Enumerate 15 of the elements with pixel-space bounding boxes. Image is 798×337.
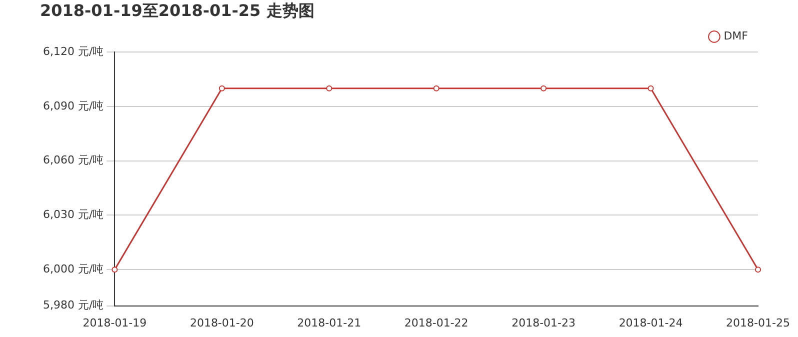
x-tick-label: 2018-01-19 [82, 316, 147, 330]
y-tick-label: 6,000 元/吨 [42, 262, 104, 276]
y-tick-label: 6,030 元/吨 [42, 208, 104, 222]
x-tick-label: 2018-01-23 [512, 316, 576, 330]
y-tick-label: 6,090 元/吨 [42, 99, 104, 112]
x-tick-label: 2018-01-25 [726, 316, 790, 330]
legend-label: DMF [724, 30, 748, 43]
y-tick-label: 5,980 元/吨 [42, 298, 104, 312]
y-tick-label: 6,060 元/吨 [42, 154, 104, 167]
x-tick-label: 2018-01-20 [190, 316, 254, 330]
chart-title: 2018-01-19至2018-01-25 走势图 [40, 0, 314, 20]
y-tick-label: 6,120 元/吨 [42, 45, 104, 58]
x-tick-label: 2018-01-22 [404, 316, 468, 330]
x-tick-label: 2018-01-24 [618, 316, 683, 330]
x-tick-label: 2018-01-21 [297, 316, 362, 330]
